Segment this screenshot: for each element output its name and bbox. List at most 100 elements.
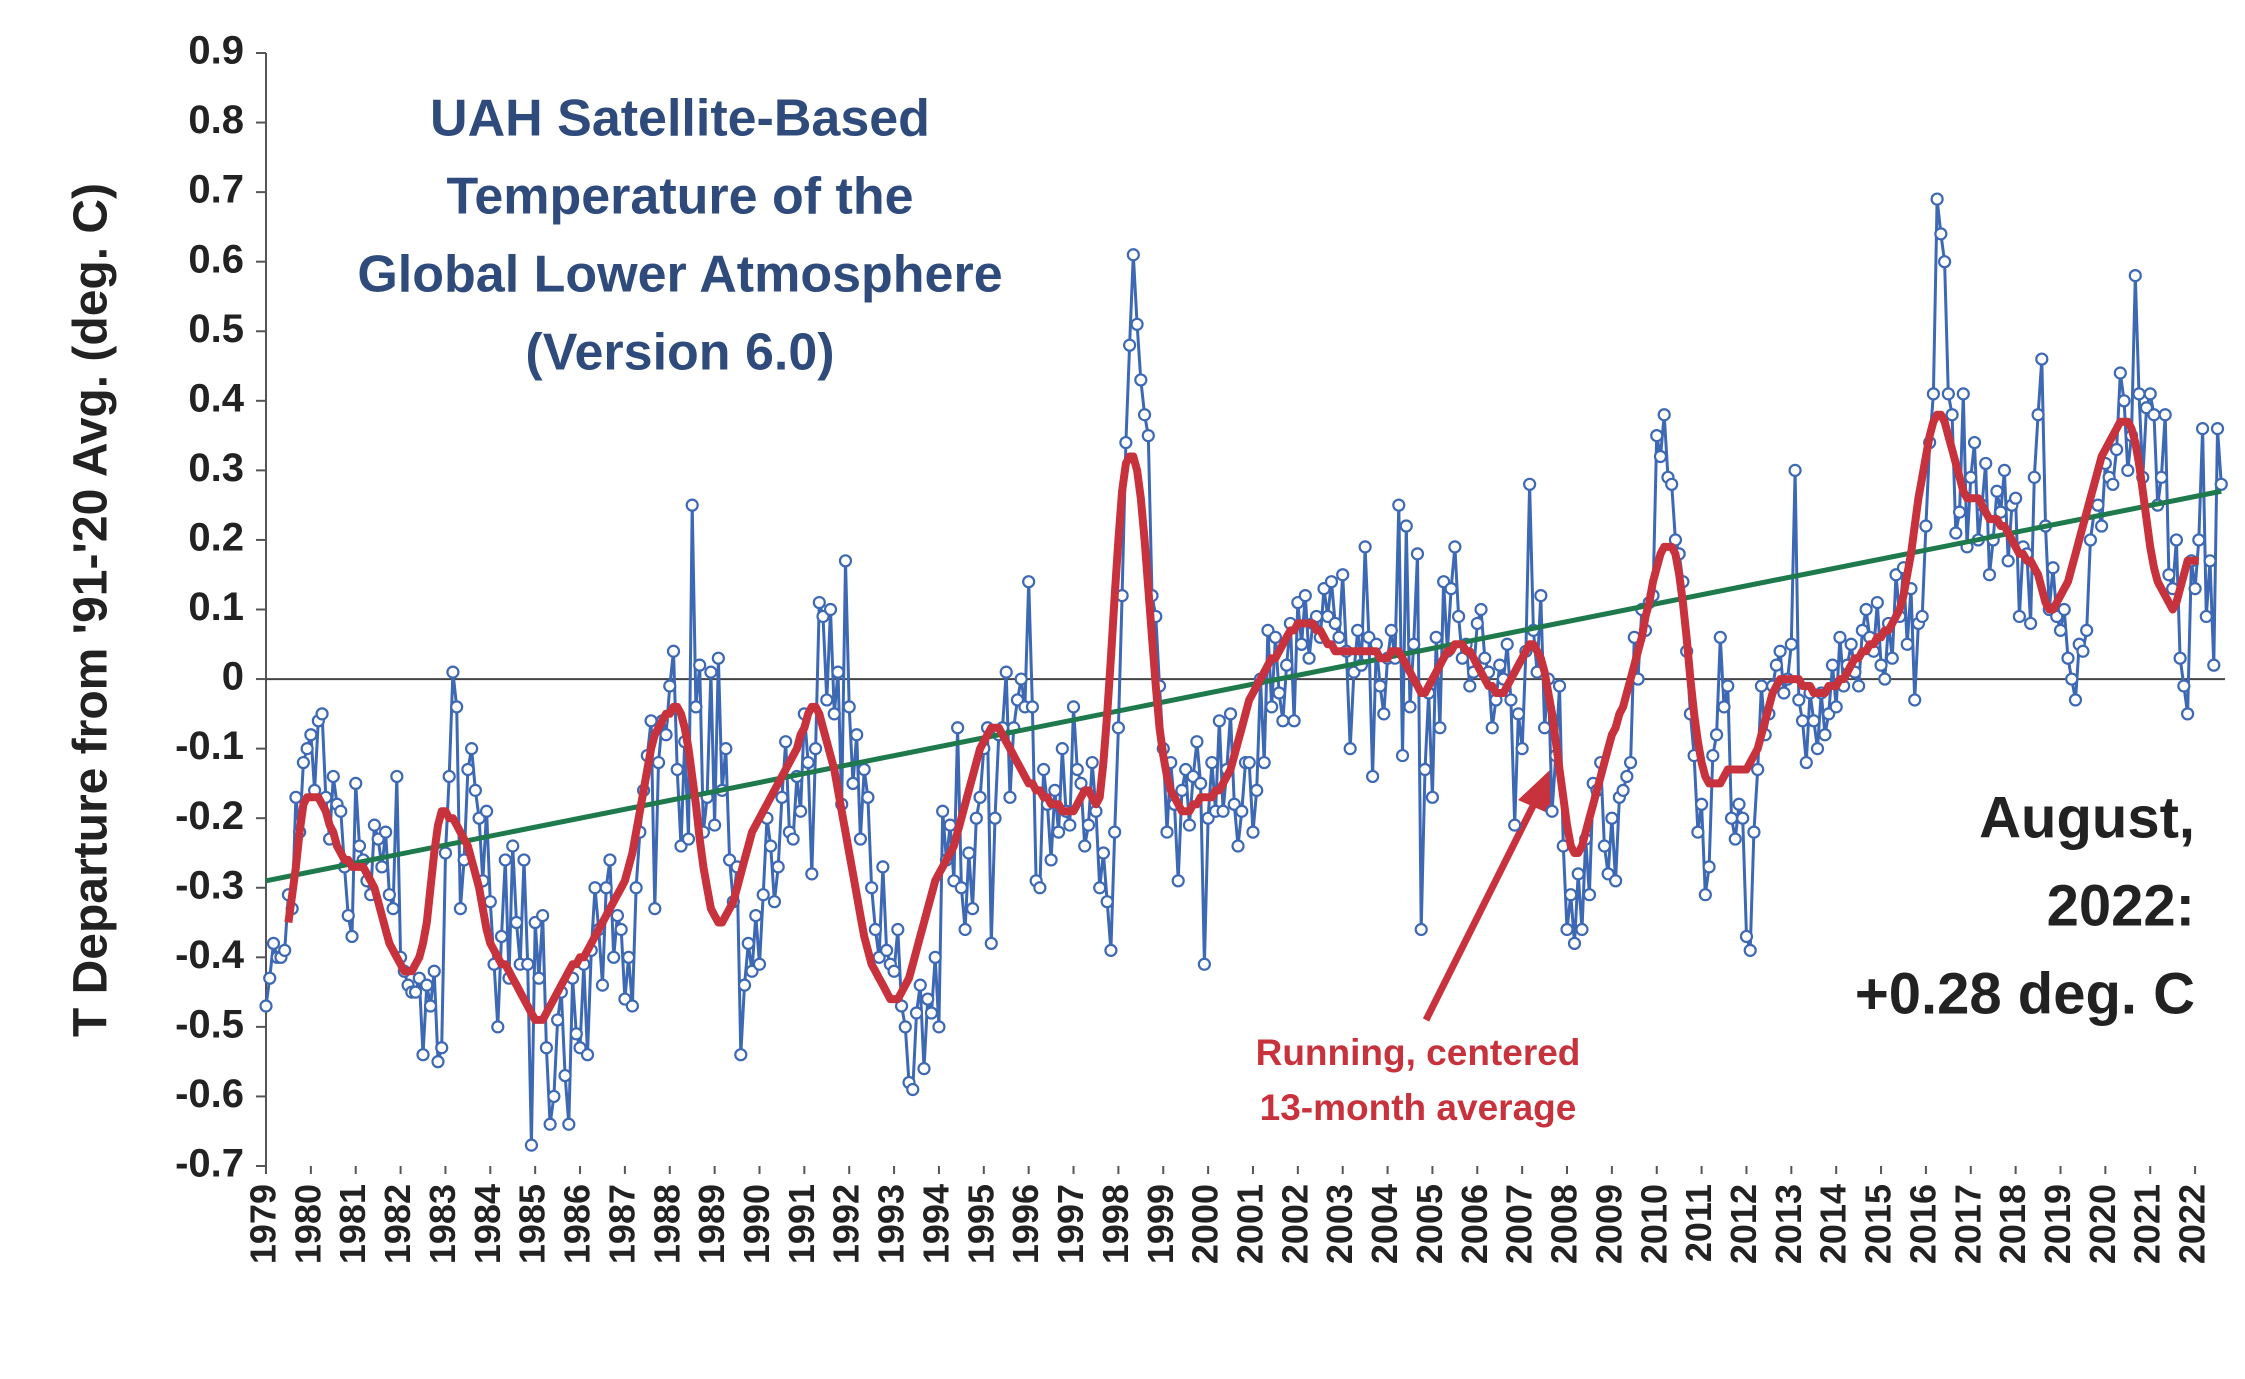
data-point xyxy=(1537,721,1552,735)
data-point xyxy=(1351,623,1365,637)
data-point xyxy=(423,999,438,1013)
data-point xyxy=(2207,658,2221,672)
data-point xyxy=(1448,540,1462,554)
data-point xyxy=(2195,422,2210,436)
x-tick-label: 1979 xyxy=(243,1184,284,1264)
data-point xyxy=(1698,888,1712,902)
y-tick-label: 0.8 xyxy=(188,98,244,142)
title-line: Temperature of the xyxy=(446,168,913,226)
data-point xyxy=(1597,839,1612,853)
data-point xyxy=(386,902,400,916)
data-point xyxy=(2203,554,2217,568)
data-point xyxy=(2009,491,2023,505)
y-tick-label: -0.5 xyxy=(175,1002,244,1046)
data-point xyxy=(1721,679,1735,693)
data-point xyxy=(951,721,965,735)
data-point xyxy=(1810,742,1825,756)
data-point xyxy=(898,1020,912,1034)
data-point xyxy=(562,1117,576,1131)
data-point xyxy=(468,783,482,797)
data-point xyxy=(326,769,340,784)
data-point xyxy=(857,762,871,777)
data-point xyxy=(1552,679,1567,693)
data-point xyxy=(1829,700,1843,714)
annotation-line: 2022: xyxy=(2047,873,2195,938)
data-point xyxy=(543,1117,557,1131)
data-point xyxy=(1623,755,1638,770)
data-point xyxy=(1620,769,1634,784)
data-point xyxy=(1478,651,1492,665)
data-point xyxy=(1691,825,1705,839)
data-point xyxy=(984,936,998,951)
data-point xyxy=(614,922,628,937)
x-tick-label: 1985 xyxy=(512,1184,553,1264)
data-point xyxy=(1399,519,1413,533)
data-point xyxy=(1373,679,1387,693)
data-point xyxy=(1451,609,1466,624)
data-point xyxy=(1769,658,1783,672)
data-point xyxy=(1377,707,1391,721)
data-point xyxy=(1212,714,1226,728)
data-point xyxy=(1358,540,1372,554)
data-point xyxy=(1504,693,1518,707)
average-annotation: Running, centered 13-month average xyxy=(1256,1032,1581,1128)
data-point xyxy=(921,992,935,1006)
data-point xyxy=(719,742,733,756)
x-tick-label: 1992 xyxy=(826,1184,867,1264)
data-point xyxy=(1328,616,1342,631)
data-point xyxy=(1302,651,1316,665)
x-tick-label: 1980 xyxy=(287,1184,328,1264)
data-point xyxy=(906,1082,920,1097)
data-point xyxy=(1938,255,1952,269)
data-point xyxy=(924,1006,939,1020)
data-point xyxy=(879,943,894,957)
data-point xyxy=(1792,693,1806,707)
data-point xyxy=(1743,943,1757,957)
x-tick-label: 2014 xyxy=(1813,1184,1854,1264)
data-point xyxy=(1171,874,1185,888)
data-point xyxy=(1100,895,1114,909)
data-point xyxy=(1108,825,1122,839)
data-point xyxy=(278,943,292,957)
data-point xyxy=(416,1048,430,1062)
data-point xyxy=(1945,408,1959,422)
data-point xyxy=(812,595,826,610)
data-point xyxy=(622,950,636,964)
x-tick-label: 1996 xyxy=(1005,1184,1046,1264)
data-point xyxy=(846,776,860,791)
data-point xyxy=(1616,783,1630,797)
data-point xyxy=(532,971,546,985)
data-point xyxy=(1137,408,1152,422)
data-point xyxy=(808,742,823,756)
data-point xyxy=(2080,623,2094,637)
data-point xyxy=(1474,602,1488,617)
data-point xyxy=(1033,881,1047,895)
data-point xyxy=(1272,686,1286,700)
data-point xyxy=(943,818,957,832)
data-point xyxy=(1695,797,1709,811)
data-point xyxy=(1653,449,1668,464)
x-tick-label: 2006 xyxy=(1454,1184,1495,1264)
data-point xyxy=(2061,651,2075,665)
data-point xyxy=(827,707,841,721)
data-point xyxy=(1874,658,1888,672)
data-point xyxy=(861,790,875,804)
data-point xyxy=(1175,783,1189,797)
data-point xyxy=(1609,874,1623,888)
data-point xyxy=(450,700,464,714)
x-tick-label: 2020 xyxy=(2082,1184,2123,1264)
data-point xyxy=(1994,505,2008,519)
data-point xyxy=(2012,609,2026,624)
y-tick-label: 0.6 xyxy=(188,237,244,281)
data-point xyxy=(2162,568,2176,582)
data-point xyxy=(1242,755,1256,770)
x-tick-label: 2004 xyxy=(1364,1184,1405,1264)
data-point xyxy=(2065,672,2079,686)
data-point xyxy=(1941,387,1955,401)
data-point xyxy=(1605,811,1619,825)
data-point xyxy=(1294,637,1309,651)
annotation-line: Running, centered xyxy=(1256,1032,1581,1073)
x-tick-label: 2018 xyxy=(1992,1184,2033,1264)
data-point xyxy=(1268,630,1283,644)
